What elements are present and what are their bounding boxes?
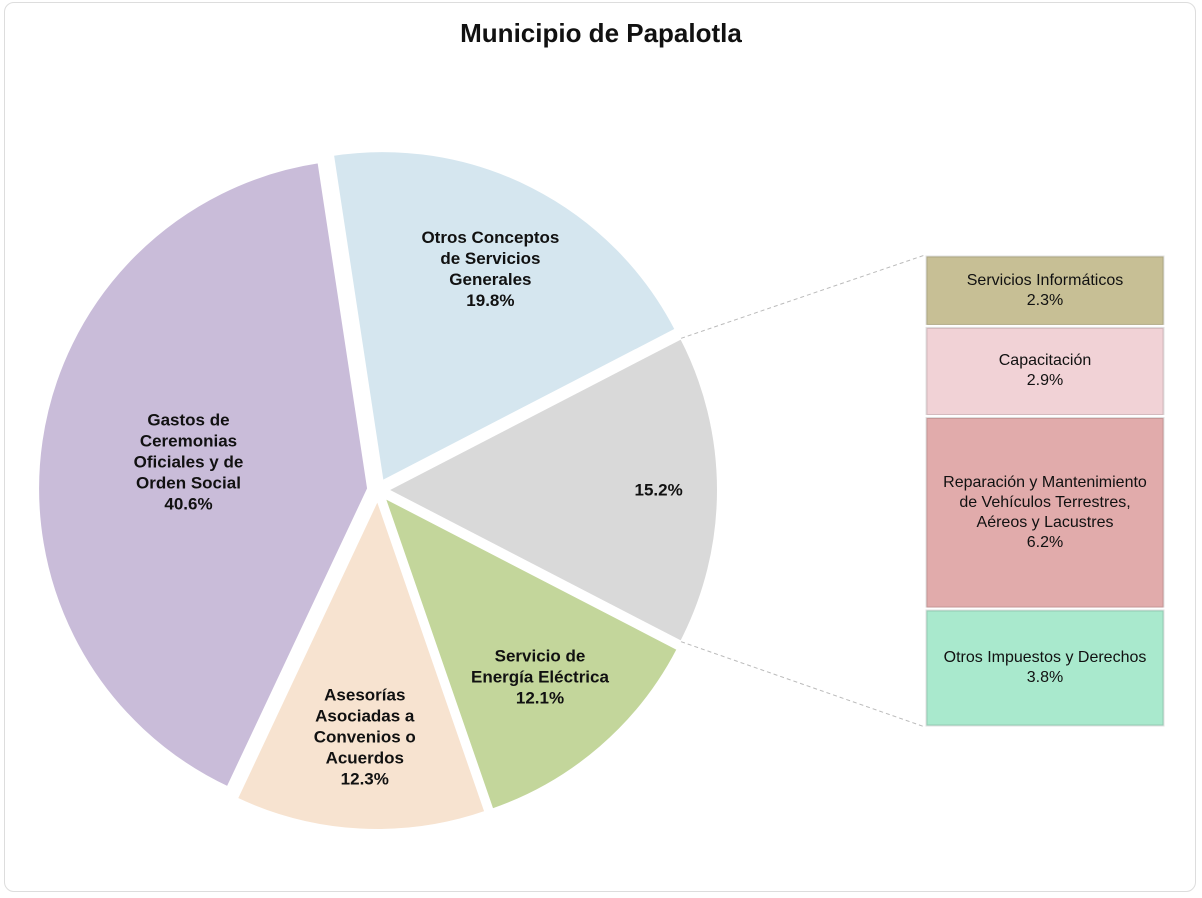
slice-value: 12.3% (340, 769, 389, 789)
chart-frame (4, 2, 1196, 892)
slice-name: Otros Conceptos de Servicios Generales (421, 228, 560, 290)
bar-label: Otros Impuestos y Derechos 3.8% (935, 648, 1155, 688)
slice-name: Asesorías Asociadas a Convenios o Acuerd… (313, 685, 416, 768)
pie-slice (37, 161, 370, 789)
slice-value: 40.6% (164, 494, 213, 514)
pie-slice (235, 497, 487, 831)
pie-slice (382, 495, 679, 811)
slice-name: Gastos de Ceremonias Oficiales y de Orde… (133, 410, 244, 493)
bar-value: 2.3% (1026, 291, 1064, 309)
bar-value: 3.8% (1026, 669, 1064, 686)
bar-name: Reparación y Mantenimiento de Vehículos … (943, 473, 1147, 531)
pie-slice (385, 336, 719, 644)
slice-label: Gastos de Ceremonias Oficiales y de Orde… (113, 410, 263, 515)
slice-value: 15.2% (634, 480, 683, 500)
bar-label: Reparación y Mantenimiento de Vehículos … (935, 473, 1155, 553)
bar-segment (923, 607, 1167, 729)
bar-segment (923, 324, 1167, 418)
bar-label: Servicios Informáticos 2.3% (935, 271, 1155, 311)
pie-slice (331, 150, 677, 483)
slice-value: 12.1% (515, 688, 565, 708)
bar-segment-edge (925, 609, 1165, 727)
bar-segment (923, 414, 1167, 611)
bar-segment-edge (925, 326, 1165, 416)
bar-value: 2.9% (1026, 372, 1064, 390)
bar-name: Servicios Informáticos (966, 271, 1124, 289)
bar-name: Otros Impuestos y Derechos (943, 649, 1147, 666)
connector (680, 254, 926, 339)
slice-label: Servicio de Energía Eléctrica 12.1% (465, 646, 615, 709)
connector (680, 641, 926, 728)
bar-label: Capacitación 2.9% (935, 351, 1155, 391)
bar-name: Capacitación (998, 352, 1092, 370)
slice-value: 19.8% (466, 291, 515, 311)
bar-value: 6.2% (1026, 533, 1064, 551)
slice-label: Otros Conceptos de Servicios Generales 19… (415, 227, 565, 311)
bar-segment (923, 253, 1167, 328)
slice-label: Asesorías Asociadas a Convenios o Acuerd… (290, 685, 440, 790)
slice-name: Servicio de Energía Eléctrica (470, 646, 609, 687)
chart-title: Municipio de Papalotla (460, 18, 742, 48)
